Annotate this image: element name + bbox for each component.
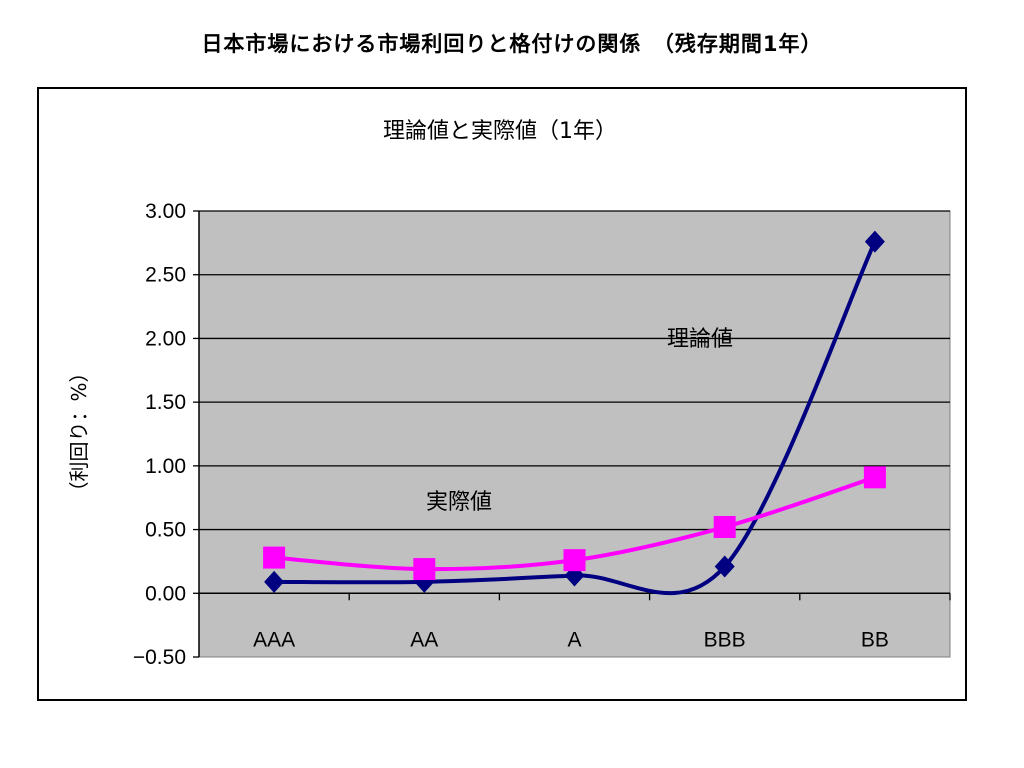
page-title: 日本市場における市場利回りと格付けの関係 （残存期間1年）	[201, 32, 823, 56]
data-point-actual	[713, 516, 736, 539]
y-tick-label: 2.00	[145, 327, 186, 350]
series-label-actual: 実際値	[426, 490, 492, 515]
y-tick-label: 1.50	[145, 391, 186, 414]
series-label-theoretical: 理論値	[667, 327, 733, 352]
x-tick-label: BB	[861, 628, 889, 651]
y-tick-label: 0.00	[145, 582, 186, 605]
series-line-theoretical	[274, 240, 877, 596]
y-tick-label: −0.50	[133, 646, 186, 669]
x-tick-label: A	[567, 628, 581, 651]
data-point-theoretical	[864, 230, 885, 253]
plot-area	[198, 210, 951, 658]
chart-title: 理論値と実際値（1年）	[383, 119, 617, 144]
data-point-actual	[563, 549, 586, 572]
data-point-actual	[413, 558, 436, 581]
data-point-theoretical	[264, 570, 285, 593]
y-axis-label: （利回り：%）	[67, 362, 91, 501]
data-point-actual	[863, 466, 886, 489]
x-tick-label: AAA	[253, 628, 295, 651]
y-tick-label: 2.50	[145, 264, 186, 287]
x-tick-label: BBB	[704, 628, 746, 651]
y-tick-label: 3.00	[145, 200, 186, 223]
y-tick-label: 1.00	[145, 455, 186, 478]
data-point-actual	[263, 546, 286, 569]
y-tick-label: 0.50	[145, 519, 186, 542]
data-point-theoretical	[714, 555, 735, 578]
x-tick-label: AA	[410, 628, 438, 651]
